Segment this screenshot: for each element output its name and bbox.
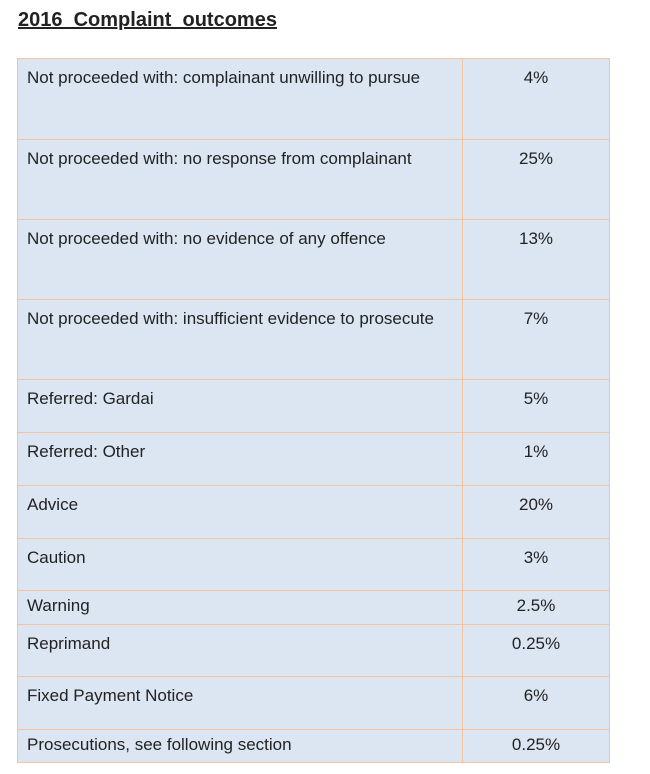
table-body: Not proceeded with: complainant unwillin…	[17, 58, 610, 763]
outcome-share: 5%	[462, 379, 610, 433]
outcome-label: Referred: Gardai	[17, 379, 463, 433]
table-row: Not proceeded with: no evidence of any o…	[17, 219, 610, 300]
outcome-share: 0.25%	[462, 729, 610, 763]
outcome-label: Advice	[17, 485, 463, 539]
outcome-label: Not proceeded with: no response from com…	[17, 139, 463, 220]
outcome-label: Reprimand	[17, 624, 463, 677]
table-row: Advice 20%	[17, 485, 610, 539]
title: 2016 Complaint outcomes	[18, 9, 277, 31]
outcome-label: Referred: Other	[17, 432, 463, 486]
outcome-share: 25%	[462, 139, 610, 220]
outcome-share: 7%	[462, 299, 610, 380]
outcome-label: Caution	[17, 538, 463, 591]
table-row: Referred: Other 1%	[17, 432, 610, 486]
table-row: Caution 3%	[17, 538, 610, 591]
table-row: Warning 2.5%	[17, 590, 610, 625]
outcomes-table: Not proceeded with: complainant unwillin…	[17, 58, 610, 763]
outcome-label: Not proceeded with: complainant unwillin…	[17, 58, 463, 140]
outcome-label: Warning	[17, 590, 463, 625]
outcome-label: Prosecutions, see following section	[17, 729, 463, 763]
table-row: Not proceeded with: complainant unwillin…	[17, 58, 610, 140]
outcome-label: Fixed Payment Notice	[17, 676, 463, 730]
table-row: Prosecutions, see following section 0.25%	[17, 729, 610, 763]
outcome-share: 4%	[462, 58, 610, 140]
table-row: Referred: Gardai 5%	[17, 379, 610, 433]
outcome-share: 20%	[462, 485, 610, 539]
outcome-share: 1%	[462, 432, 610, 486]
outcome-share: 6%	[462, 676, 610, 730]
outcome-label: Not proceeded with: no evidence of any o…	[17, 219, 463, 300]
outcome-share: 13%	[462, 219, 610, 300]
table-row: Reprimand 0.25%	[17, 624, 610, 677]
table-row: Not proceeded with: insufficient evidenc…	[17, 299, 610, 380]
table-row: Not proceeded with: no response from com…	[17, 139, 610, 220]
outcome-share: 0.25%	[462, 624, 610, 677]
table-row: Fixed Payment Notice 6%	[17, 676, 610, 730]
outcome-share: 3%	[462, 538, 610, 591]
outcome-label: Not proceeded with: insufficient evidenc…	[17, 299, 463, 380]
outcome-share: 2.5%	[462, 590, 610, 625]
